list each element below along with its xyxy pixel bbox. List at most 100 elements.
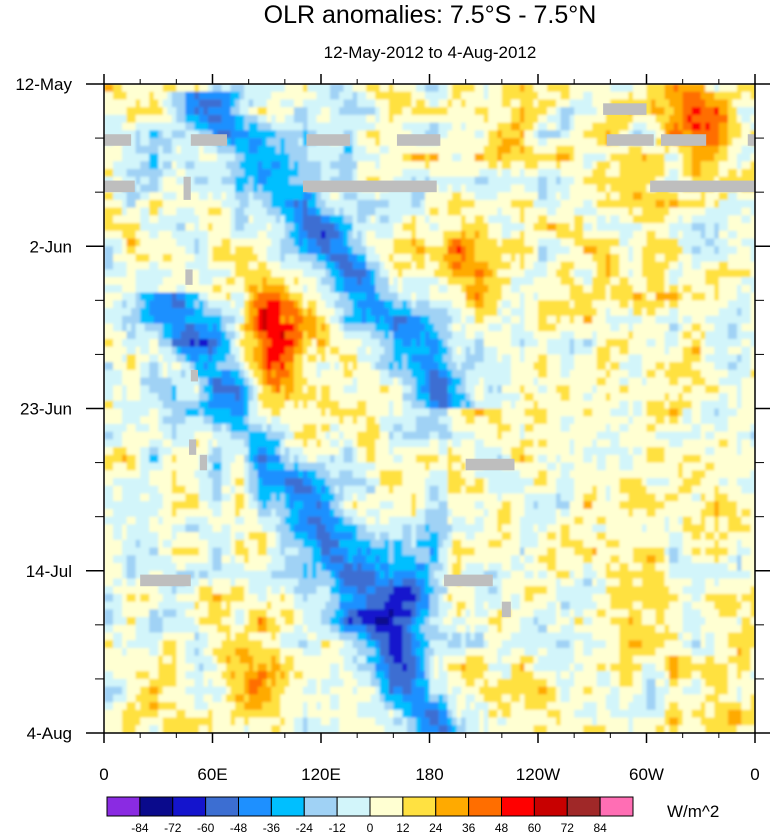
anomaly-cell	[723, 331, 729, 340]
anomaly-cell	[669, 91, 675, 101]
anomaly-cell	[651, 145, 657, 155]
anomaly-cell	[705, 84, 711, 93]
anomaly-cell	[343, 277, 349, 286]
anomaly-cell	[207, 168, 214, 178]
anomaly-cell	[122, 99, 128, 108]
anomaly-cell	[330, 284, 336, 294]
anomaly-cell	[429, 238, 435, 247]
anomaly-cell	[646, 292, 652, 301]
anomaly-cell	[736, 300, 743, 309]
anomaly-cell	[696, 99, 702, 108]
anomaly-cell	[203, 223, 209, 232]
anomaly-cell	[506, 284, 512, 294]
anomaly-cell	[402, 161, 408, 170]
anomaly-cell	[542, 84, 548, 93]
anomaly-cell	[538, 284, 544, 294]
anomaly-cell	[217, 323, 223, 332]
anomaly-cell	[542, 176, 548, 186]
anomaly-cell	[117, 84, 123, 93]
anomaly-cell	[366, 192, 372, 201]
anomaly-cell	[248, 261, 254, 271]
anomaly-cell	[632, 153, 639, 162]
anomaly-cell	[497, 230, 503, 240]
anomaly-cell	[705, 215, 711, 224]
anomaly-cell	[194, 346, 200, 356]
anomaly-cell	[379, 215, 385, 224]
anomaly-cell	[330, 192, 336, 201]
anomaly-cell	[293, 315, 299, 325]
anomaly-cell	[632, 331, 639, 340]
anomaly-cell	[700, 269, 706, 278]
anomaly-cell	[289, 138, 295, 147]
anomaly-cell	[194, 331, 200, 340]
anomaly-cell	[470, 207, 476, 216]
anomaly-cell	[357, 292, 363, 301]
anomaly-cell	[538, 161, 544, 170]
anomaly-cell	[524, 292, 530, 301]
anomaly-cell	[140, 300, 146, 309]
anomaly-cell	[194, 230, 200, 240]
anomaly-cell	[565, 300, 571, 309]
anomaly-cell	[592, 308, 598, 317]
anomaly-cell	[370, 223, 376, 232]
anomaly-cell	[248, 176, 254, 186]
anomaly-cell	[415, 323, 422, 332]
anomaly-cell	[542, 199, 548, 209]
anomaly-cell	[397, 284, 403, 294]
anomaly-cell	[212, 176, 218, 186]
anomaly-cell	[284, 145, 290, 155]
anomaly-cell	[393, 300, 399, 309]
anomaly-cell	[669, 207, 675, 216]
anomaly-cell	[628, 277, 634, 286]
anomaly-cell	[641, 261, 648, 271]
anomaly-cell	[330, 168, 336, 178]
anomaly-cell	[140, 176, 146, 186]
anomaly-cell	[135, 99, 141, 108]
anomaly-cell	[203, 315, 209, 325]
anomaly-cell	[547, 338, 553, 348]
anomaly-cell	[655, 138, 661, 147]
anomaly-cell	[217, 308, 223, 317]
anomaly-cell	[302, 215, 309, 224]
anomaly-cell	[366, 223, 372, 232]
anomaly-cell	[244, 99, 250, 108]
anomaly-cell	[298, 168, 304, 178]
anomaly-cell	[330, 207, 336, 216]
anomaly-cell	[420, 246, 426, 255]
anomaly-cell	[732, 308, 738, 317]
anomaly-cell	[248, 122, 254, 131]
anomaly-cell	[596, 130, 602, 139]
anomaly-cell	[732, 138, 738, 147]
anomaly-cell	[212, 308, 218, 317]
anomaly-cell	[275, 107, 281, 116]
anomaly-cell	[244, 238, 250, 247]
anomaly-cell	[140, 346, 146, 356]
anomaly-cell	[614, 246, 620, 255]
anomaly-cell	[506, 192, 512, 201]
anomaly-cell	[705, 331, 711, 340]
anomaly-cell	[212, 84, 218, 93]
anomaly-cell	[271, 153, 277, 162]
anomaly-cell	[176, 315, 182, 325]
anomaly-cell	[217, 238, 223, 247]
anomaly-cell	[171, 261, 177, 271]
anomaly-cell	[171, 292, 177, 301]
anomaly-cell	[700, 300, 706, 309]
anomaly-cell	[479, 223, 485, 232]
anomaly-cell	[646, 161, 652, 170]
anomaly-cell	[235, 192, 241, 201]
anomaly-cell	[302, 99, 309, 108]
anomaly-cell	[266, 130, 272, 139]
anomaly-cell	[388, 223, 394, 232]
anomaly-cell	[705, 277, 711, 286]
anomaly-cell	[275, 230, 281, 240]
anomaly-cell	[736, 99, 743, 108]
anomaly-cell	[149, 145, 155, 155]
anomaly-cell	[745, 122, 752, 131]
anomaly-cell	[592, 269, 598, 278]
anomaly-cell	[207, 269, 214, 278]
anomaly-cell	[388, 261, 394, 271]
anomaly-cell	[194, 253, 200, 263]
anomaly-cell	[393, 253, 399, 263]
anomaly-cell	[497, 207, 503, 216]
